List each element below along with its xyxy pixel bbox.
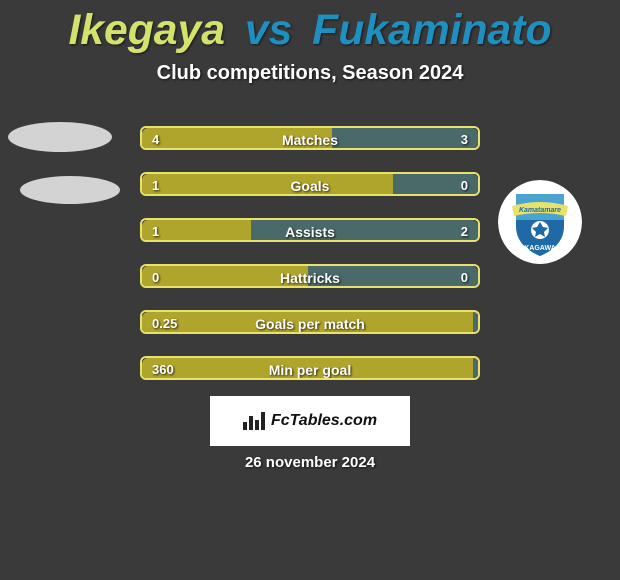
title-player-right: Fukaminato (312, 6, 551, 54)
stat-bar-right-fill (393, 174, 478, 196)
title-player-left: Ikegaya (68, 6, 225, 54)
stat-bar-right-fill (473, 358, 478, 380)
stat-bar: Goals10 (140, 172, 480, 196)
fctables-text: FcTables.com (271, 412, 377, 430)
subtitle: Club competitions, Season 2024 (0, 62, 620, 85)
stat-bar-left-fill (142, 220, 255, 242)
stat-bar-left-fill (142, 174, 397, 196)
fctables-watermark: FcTables.com (210, 396, 410, 446)
comparison-infographic: Ikegaya vs Fukaminato Club competitions,… (0, 0, 620, 580)
chart-bars-icon (243, 412, 265, 430)
snapshot-date: 26 november 2024 (0, 454, 620, 471)
stat-bar-left-fill (142, 358, 477, 380)
stat-bar: Min per goal360 (140, 356, 480, 380)
stat-bar-left-fill (142, 128, 336, 150)
title-connector: vs (245, 6, 292, 54)
team-logo-right: Kamatamare KAGAWA (498, 180, 582, 264)
player-left-photo-placeholder-1 (8, 122, 112, 152)
stat-bar-right-fill (473, 312, 478, 334)
stat-bar-right-fill (332, 128, 478, 150)
stat-bar-right-fill (251, 220, 478, 242)
stat-bar: Goals per match0.25 (140, 310, 480, 334)
stat-bar-right-fill (308, 266, 478, 288)
page-title: Ikegaya vs Fukaminato (0, 6, 620, 55)
svg-text:Kamatamare: Kamatamare (519, 207, 561, 214)
player-left-photo-placeholder-2 (20, 176, 120, 204)
stat-bar-left-fill (142, 266, 312, 288)
svg-text:KAGAWA: KAGAWA (524, 245, 556, 252)
stat-bar: Hattricks00 (140, 264, 480, 288)
stat-bar-left-fill (142, 312, 477, 334)
team-crest-svg: Kamatamare KAGAWA (498, 180, 582, 264)
stat-bar: Assists12 (140, 218, 480, 242)
stat-bar: Matches43 (140, 126, 480, 150)
